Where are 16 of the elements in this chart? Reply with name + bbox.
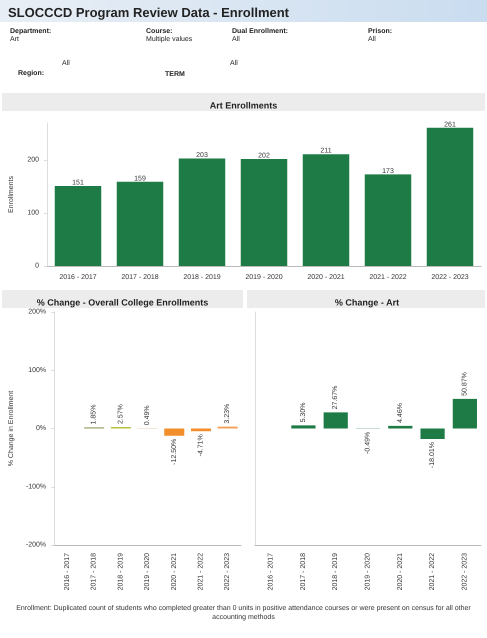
bar (116, 182, 164, 266)
bar (291, 425, 316, 428)
bar (420, 428, 445, 439)
bar (302, 154, 350, 266)
bar (388, 426, 412, 428)
chart-title: Art Enrollments (210, 100, 278, 110)
bar (426, 128, 474, 266)
chart-title: % Change - Overall College Enrollments (36, 298, 208, 308)
bar (178, 158, 226, 266)
chart-title: % Change - Art (334, 298, 400, 308)
bar (324, 412, 348, 428)
bar (452, 398, 477, 428)
text: SLOCCCD Program Review Data - Enrollment (8, 5, 289, 20)
bar (54, 186, 102, 266)
bar (240, 159, 288, 266)
bar (364, 174, 412, 266)
